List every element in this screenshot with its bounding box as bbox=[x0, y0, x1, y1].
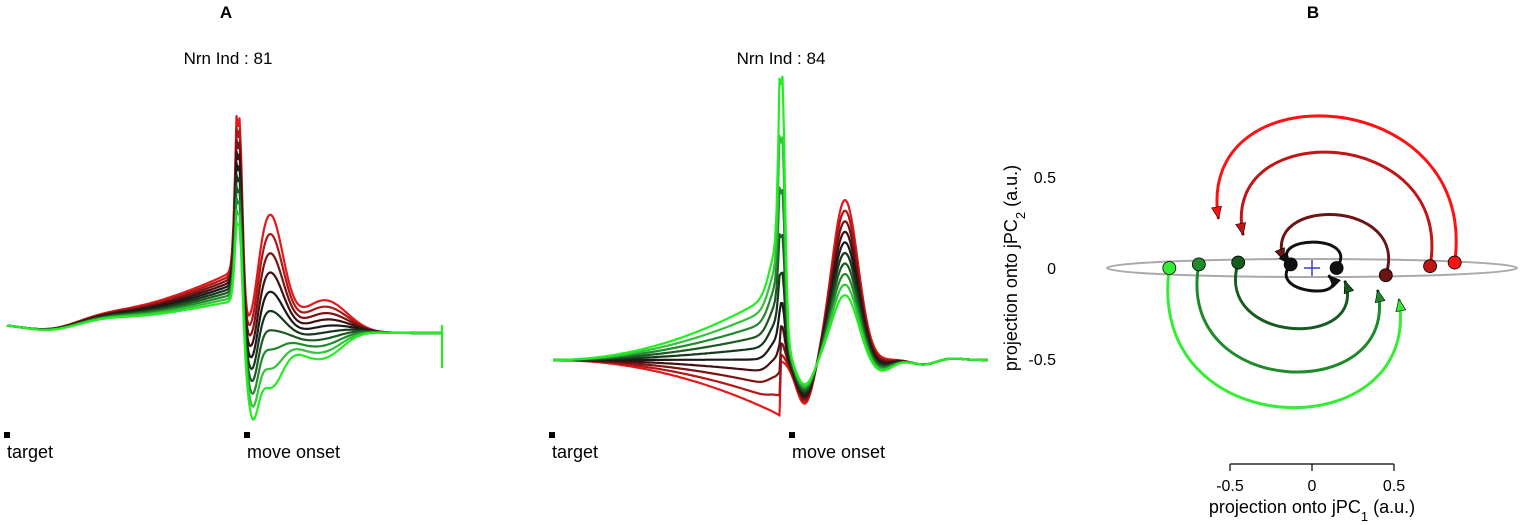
trajectory-arrowhead bbox=[1395, 298, 1407, 312]
trajectory-start-dot bbox=[1378, 268, 1393, 283]
neuron-81-target-marker bbox=[4, 432, 10, 438]
neuron-81-trace bbox=[6, 150, 442, 348]
trajectory-line bbox=[1166, 267, 1402, 410]
x-tick-label: 0 bbox=[1308, 478, 1317, 495]
neuron-84-trace bbox=[553, 134, 988, 388]
neuron-81-trace bbox=[6, 161, 442, 359]
neuron-84-title: Nrn Ind : 84 bbox=[737, 49, 826, 68]
trajectory-line bbox=[1195, 264, 1381, 374]
trajectory-line bbox=[1280, 213, 1390, 276]
panel-b: B projection onto jPC2 (a.u.) 0.5 0 -0.5 -… bbox=[1001, 3, 1518, 524]
neuron-84-move-onset-label: move onset bbox=[792, 442, 885, 462]
panel-a-letter: A bbox=[220, 3, 232, 22]
projection-ellipse bbox=[1106, 258, 1518, 278]
neuron-81-move-onset-label: move onset bbox=[247, 442, 340, 462]
trajectory-arrowhead bbox=[1327, 274, 1341, 288]
neuron-84-trace bbox=[553, 199, 988, 417]
neuron-81-trace bbox=[6, 220, 442, 421]
neuron-81-trace bbox=[6, 197, 442, 395]
neuron-84-trace bbox=[553, 209, 988, 403]
trajectories bbox=[1162, 114, 1462, 410]
neuron-81-trace bbox=[6, 138, 442, 337]
neuron-84-trace bbox=[553, 251, 988, 394]
neuron-84-target-marker bbox=[549, 432, 555, 438]
trajectory-line bbox=[1239, 150, 1434, 267]
x-tick-label: -0.5 bbox=[1216, 478, 1244, 495]
y-axis-label: projection onto jPC2 (a.u.) bbox=[1001, 165, 1028, 371]
y-tick-label: 0 bbox=[1047, 261, 1056, 278]
x-axis: -0.5 0 0.5 bbox=[1216, 463, 1405, 495]
x-tick-label: 0.5 bbox=[1383, 478, 1405, 495]
neuron-84-target-label: target bbox=[552, 442, 598, 462]
x-axis-label: projection onto jPC1 (a.u.) bbox=[1209, 497, 1415, 524]
trajectory-start-dot bbox=[1231, 255, 1246, 270]
y-tick-label: -0.5 bbox=[1028, 352, 1056, 369]
trajectory-arrowhead bbox=[1343, 280, 1355, 295]
neuron-81-target-label: target bbox=[7, 442, 53, 462]
neuron-81-move-onset-marker bbox=[244, 432, 250, 438]
trajectory-arrowhead bbox=[1235, 222, 1246, 237]
neuron-84-traces bbox=[553, 75, 988, 417]
neuron-84-plot: Nrn Ind : 84 target move onset bbox=[549, 49, 988, 462]
trajectory-start-dot bbox=[1283, 257, 1298, 272]
neuron-81-plot: Nrn Ind : 81 target move onset bbox=[4, 49, 444, 462]
neuron-81-title: Nrn Ind : 81 bbox=[184, 49, 273, 68]
neuron-81-trace bbox=[6, 173, 442, 371]
trajectory-arrowhead bbox=[1211, 205, 1222, 220]
trajectory-start-dot bbox=[1191, 257, 1206, 272]
trajectory-line bbox=[1234, 262, 1349, 331]
trajectory-start-dot bbox=[1447, 255, 1462, 270]
origin-plus-marker bbox=[1304, 260, 1320, 276]
trajectory-start-dot bbox=[1162, 261, 1177, 275]
neuron-84-trace bbox=[553, 233, 988, 392]
neuron-81-traces bbox=[6, 115, 444, 421]
neuron-84-trace bbox=[553, 75, 988, 386]
trajectory-line bbox=[1215, 114, 1458, 263]
neuron-81-trace bbox=[6, 208, 442, 408]
trajectory-arrowhead bbox=[1374, 289, 1386, 304]
trajectory-start-dot bbox=[1329, 261, 1344, 275]
neuron-84-move-onset-marker bbox=[789, 432, 795, 438]
neuron-84-trace bbox=[553, 220, 988, 401]
y-tick-label: 0.5 bbox=[1034, 170, 1056, 187]
panel-b-letter: B bbox=[1307, 3, 1319, 22]
trajectory-start-dot bbox=[1423, 259, 1437, 274]
panel-a: A Nrn Ind : 81 target move onset Nrn Ind… bbox=[4, 3, 988, 462]
y-axis-ticks: 0.5 0 -0.5 bbox=[1028, 170, 1056, 369]
